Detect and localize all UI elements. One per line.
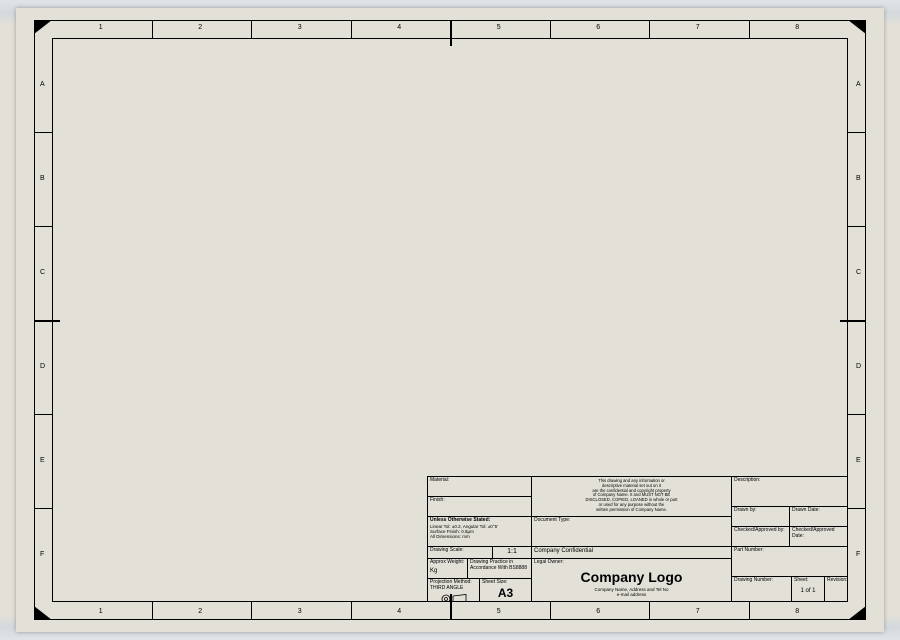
legal-owner-cell: Legal Owner: Company Logo Company Name, … — [532, 559, 732, 602]
checked-by-cell: Checked/Approved by: — [732, 527, 790, 547]
zone-col-label: 3 — [298, 24, 302, 31]
confidential-text: Company Confidential — [534, 548, 729, 555]
zone-row-label: A — [40, 81, 45, 88]
zone-col-label: 6 — [596, 24, 600, 31]
zone-row-label: B — [856, 175, 861, 182]
sheet-label: Sheet: — [794, 578, 822, 584]
zone-col-label: 7 — [696, 608, 700, 615]
projection-label: Projection Method: THIRD ANGLE — [430, 580, 477, 592]
finish-label: Finish: — [430, 498, 529, 504]
sheet-size-value: A3 — [482, 587, 529, 601]
zone-col-label: 5 — [497, 608, 501, 615]
zone-row-label: E — [40, 457, 45, 464]
checked-date-cell: Checked/Approved Date: — [790, 527, 848, 547]
sheet-size-label: Sheet Size: — [482, 580, 529, 586]
zone-row-label: C — [856, 269, 861, 276]
description-label: Description: — [734, 478, 846, 484]
zone-col-label: 1 — [99, 608, 103, 615]
weight-unit: Kg — [430, 568, 465, 575]
checked-date-label: Checked/Approved Date: — [792, 528, 846, 540]
doc-type-label: Document Type: — [534, 518, 729, 524]
drawn-date-cell: Drawn Date: — [790, 507, 848, 527]
drawing-number-cell: Drawing Number: — [732, 577, 792, 602]
title-block: Material: Finish: Unless Otherwise State… — [427, 476, 848, 602]
practice-cell: Drawing Practice in Accordance With BS88… — [468, 559, 532, 579]
drawn-by-cell: Drawn by: — [732, 507, 790, 527]
projection-symbol-icon — [430, 594, 477, 603]
practice-label: Drawing Practice in Accordance With BS88… — [470, 560, 529, 572]
doc-type-cell: Document Type: — [532, 517, 732, 547]
zone-row-label: D — [40, 363, 45, 370]
zone-col-label: 4 — [397, 24, 401, 31]
zone-col-label: 1 — [99, 24, 103, 31]
revision-label: Revision: — [827, 578, 846, 584]
checked-by-label: Checked/Approved by: — [734, 528, 787, 534]
zone-col-label: 4 — [397, 608, 401, 615]
legal-owner-label: Legal Owner: — [534, 560, 729, 566]
zone-row-label: E — [856, 457, 861, 464]
scale-label: Drawing Scale: — [430, 548, 490, 554]
zone-col-label: 8 — [795, 608, 799, 615]
company-logo: Company Logo — [534, 569, 729, 585]
zone-col-label: 6 — [596, 608, 600, 615]
zone-col-label: 5 — [497, 24, 501, 31]
zone-row-label: C — [40, 269, 45, 276]
zone-row-label: A — [856, 81, 861, 88]
zone-row-label: D — [856, 363, 861, 370]
weight-label: Approx Weight: — [430, 560, 465, 566]
zone-row-label: B — [40, 175, 45, 182]
zone-col-label: 2 — [198, 608, 202, 615]
weight-cell: Approx Weight: Kg — [428, 559, 468, 579]
drawn-by-label: Drawn by: — [734, 508, 787, 514]
scale-value: 1:1 — [495, 548, 529, 556]
drawn-date-label: Drawn Date: — [792, 508, 846, 514]
part-number-cell: Part Number: — [732, 547, 848, 577]
zone-col-label: 3 — [298, 608, 302, 615]
sheet-size-cell: Sheet Size: A3 — [480, 579, 532, 602]
statement-cell: This drawing and any information or desc… — [532, 477, 732, 517]
revision-cell: Revision: — [825, 577, 848, 602]
zone-col-label: 2 — [198, 24, 202, 31]
tolerance-cell: Unless Otherwise Stated: Linear Tol: ±0.… — [428, 517, 532, 547]
sheet-value: 1 of 1 — [794, 588, 822, 595]
tolerance-lines: Linear Tol: ±0.2, Angular Tol: ±0°5' Sur… — [430, 524, 529, 540]
zone-row-label: F — [40, 551, 44, 558]
scale-value-cell: 1:1 — [493, 547, 532, 559]
scale-label-cell: Drawing Scale: — [428, 547, 493, 559]
sheet-cell: Sheet: 1 of 1 — [792, 577, 825, 602]
zone-col-label: 7 — [696, 24, 700, 31]
material-cell: Material: — [428, 477, 532, 497]
drawing-number-label: Drawing Number: — [734, 578, 789, 584]
part-number-label: Part Number: — [734, 548, 846, 554]
finish-cell: Finish: — [428, 497, 532, 517]
material-label: Material: — [430, 478, 529, 484]
zone-row-label: F — [856, 551, 860, 558]
statement-text: This drawing and any information or desc… — [534, 479, 729, 513]
confidential-cell: Company Confidential — [532, 547, 732, 559]
drawing-sheet: 1 1 2 2 3 3 4 4 5 5 6 6 7 7 8 8 A A B B C C D D E E F F Material: F… — [16, 8, 884, 632]
description-cell: Description: — [732, 477, 848, 507]
zone-col-label: 8 — [795, 24, 799, 31]
projection-cell: Projection Method: THIRD ANGLE — [428, 579, 480, 602]
drawing-canvas: 1 1 2 2 3 3 4 4 5 5 6 6 7 7 8 8 A A B B C C D D E E F F Material: F… — [0, 0, 900, 640]
company-logo-sub: Company Name, Address and Tel No e-mail … — [534, 587, 729, 597]
